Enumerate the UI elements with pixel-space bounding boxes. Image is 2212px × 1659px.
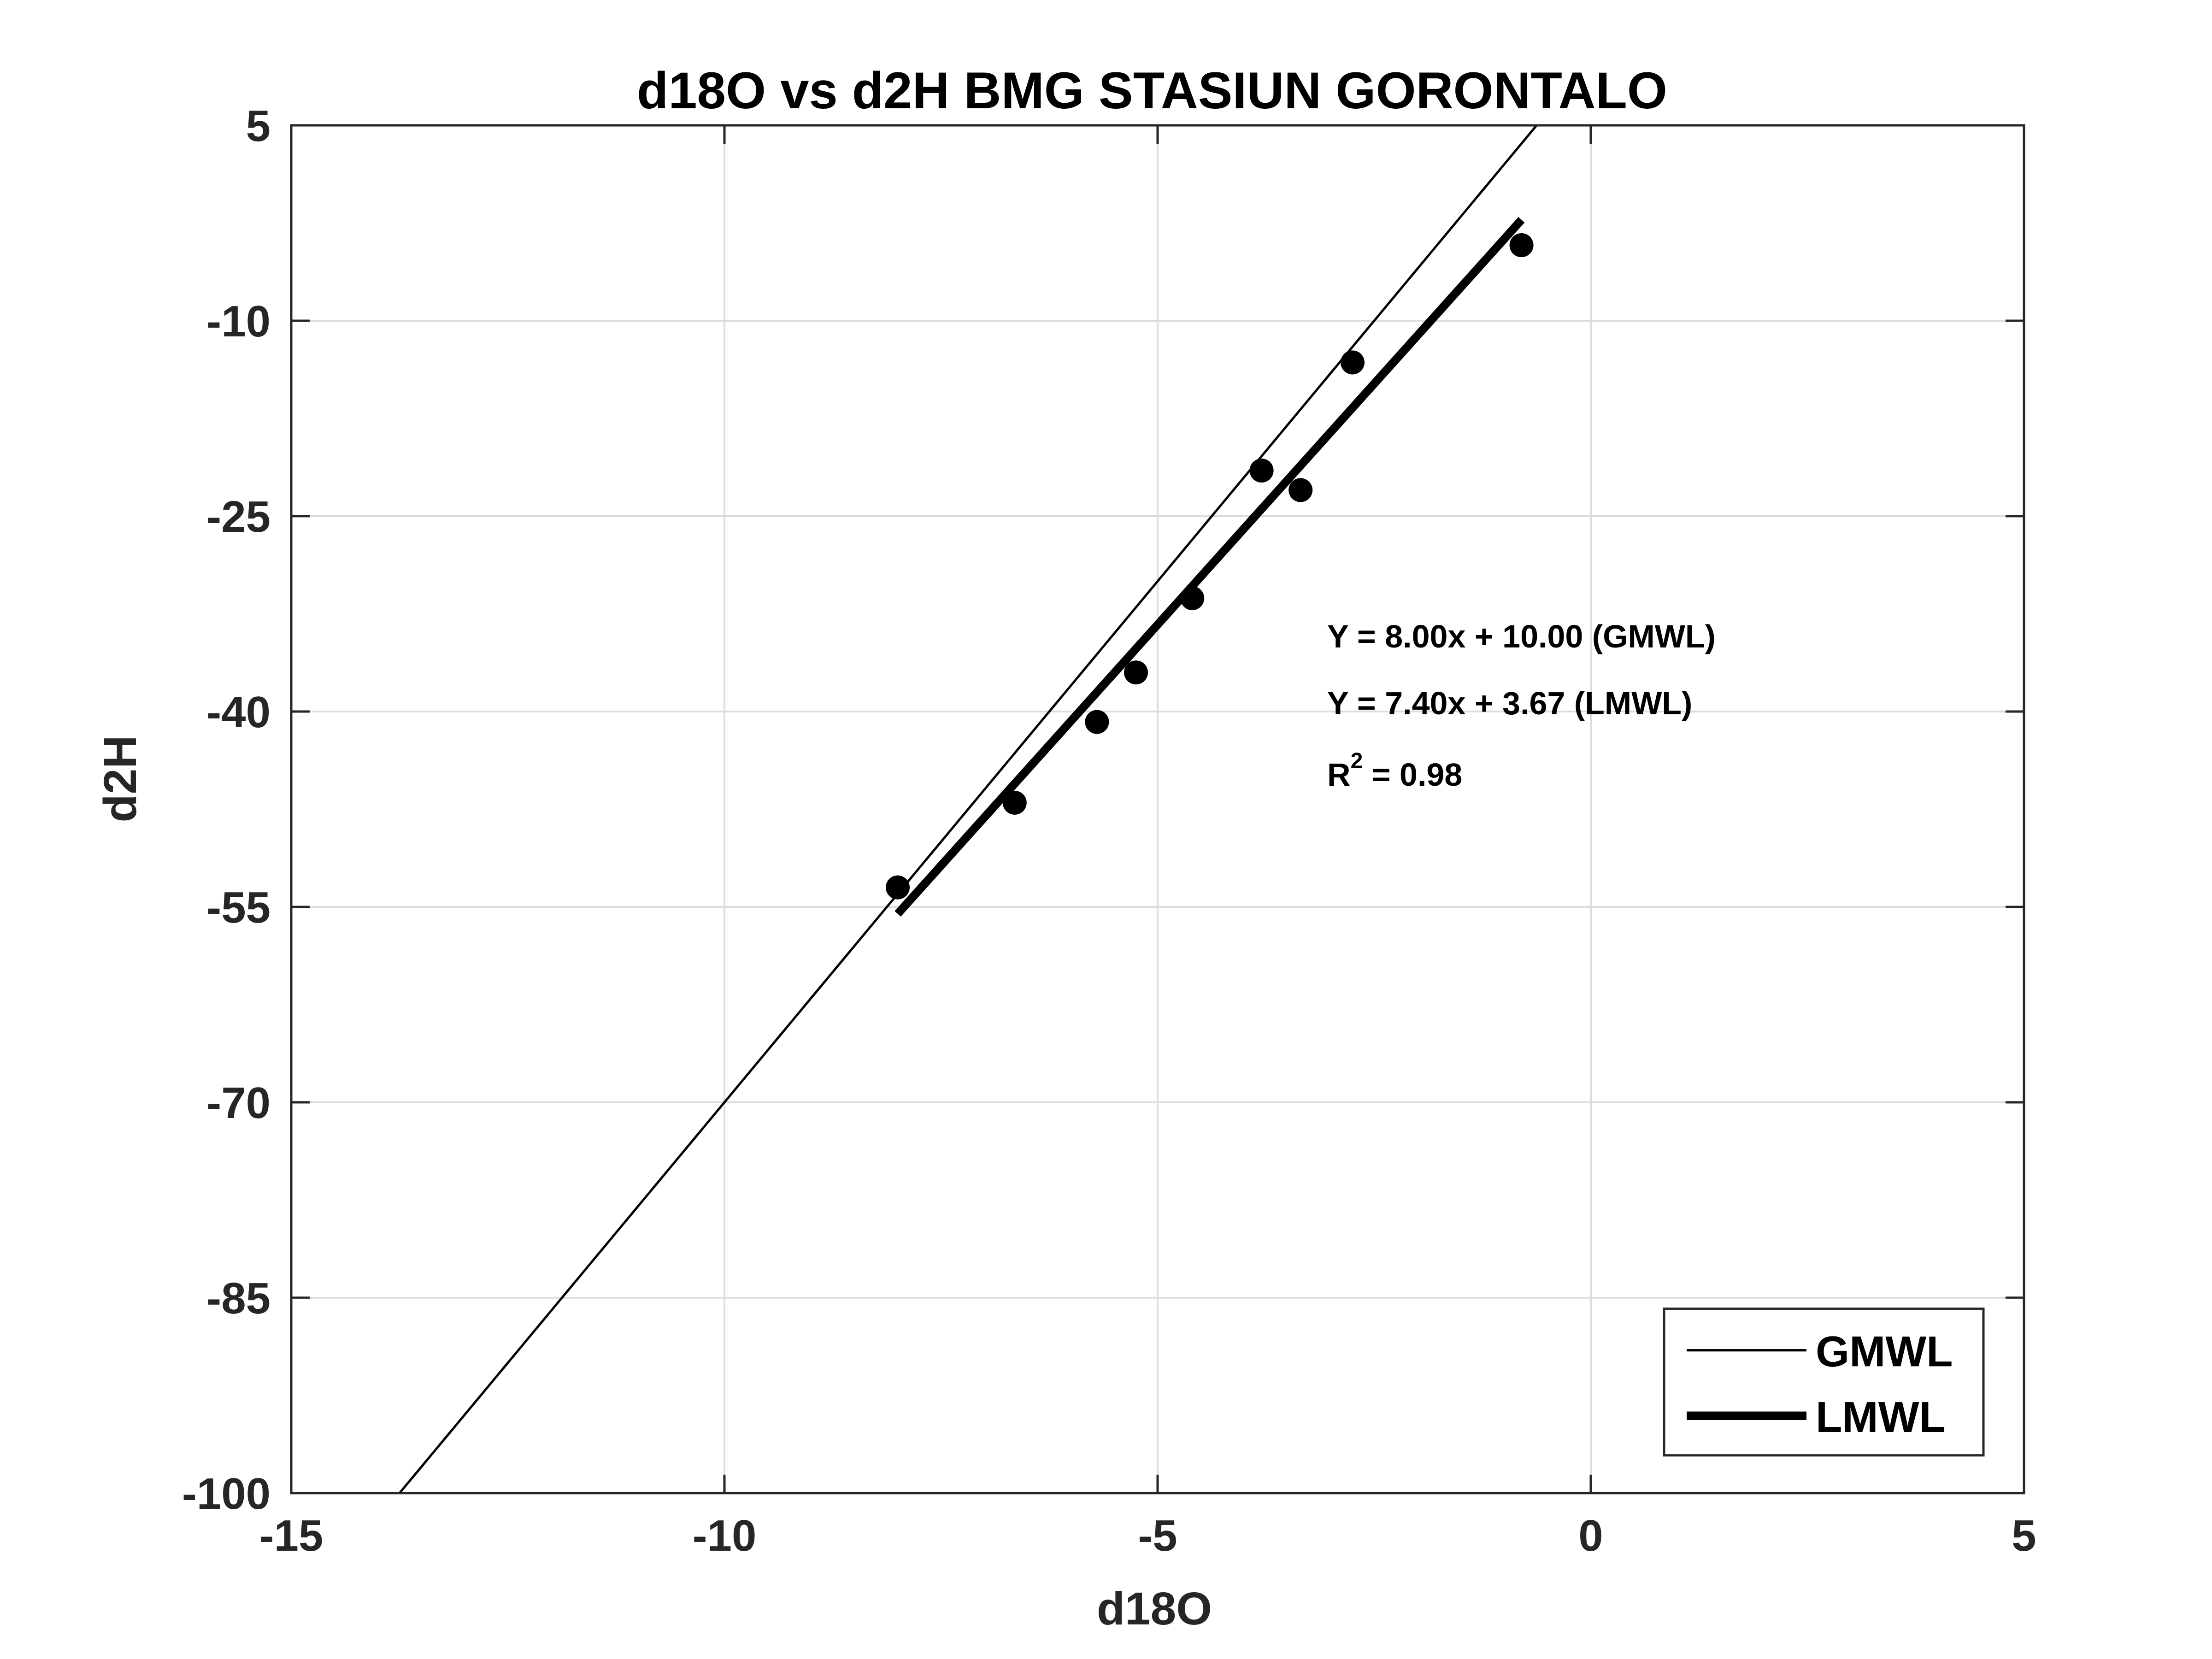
data-point — [1249, 459, 1274, 483]
gmwl-equation: Y = 8.00x + 10.00 (GMWL) — [1327, 618, 1716, 654]
legend: GMWL LMWL — [1663, 1307, 1985, 1457]
x-tick-label: 5 — [2012, 1511, 2036, 1560]
lmwl-equation: Y = 7.40x + 3.67 (LMWL) — [1327, 685, 1692, 721]
y-tick-label: -10 — [206, 297, 271, 346]
data-point — [1085, 710, 1109, 734]
data-point — [1509, 233, 1534, 258]
x-axis-label: d18O — [1097, 1583, 1212, 1635]
y-tick-label: 5 — [246, 101, 271, 151]
series-line-lmwl — [894, 217, 1525, 917]
y-tick-label: -85 — [206, 1274, 271, 1323]
y-axis-label: d2H — [94, 735, 146, 823]
r-squared: R2 = 0.98 — [1327, 749, 1462, 793]
y-tick-label: -55 — [206, 883, 271, 932]
r-value: = 0.98 — [1363, 757, 1462, 793]
y-tick-label: -25 — [206, 492, 271, 541]
r-symbol: R — [1327, 757, 1351, 793]
data-point — [1124, 660, 1148, 685]
x-tick-label: -15 — [259, 1511, 324, 1560]
data-point — [1341, 350, 1365, 375]
legend-label-gmwl: GMWL — [1816, 1327, 1953, 1376]
data-point — [1180, 586, 1205, 611]
tick-labels: -15 -10 -5 0 5 -100 -85 -70 -55 -40 -25 -10 5 — [182, 101, 2036, 1560]
equation-annotations: Y = 8.00x + 10.00 (GMWL) Y = 7.40x + 3.6… — [1327, 618, 1716, 793]
grid — [291, 125, 2024, 1493]
data-point — [1002, 790, 1027, 815]
legend-box — [1663, 1307, 1985, 1457]
data-point — [886, 875, 910, 900]
data-point — [1288, 478, 1313, 502]
x-tick-label: -10 — [693, 1511, 757, 1560]
r-superscript: 2 — [1351, 749, 1363, 773]
x-tick-label: -5 — [1138, 1511, 1177, 1560]
axis-ticks — [290, 124, 2025, 1494]
y-tick-label: -100 — [182, 1469, 271, 1518]
y-tick-label: -40 — [206, 688, 271, 737]
legend-label-lmwl: LMWL — [1816, 1393, 1946, 1441]
data-points — [886, 233, 1534, 900]
x-tick-label: 0 — [1578, 1511, 1603, 1560]
chart-title: d18O vs d2H BMG STASIUN GORONTALO — [637, 62, 1667, 119]
y-tick-label: -70 — [206, 1078, 271, 1128]
